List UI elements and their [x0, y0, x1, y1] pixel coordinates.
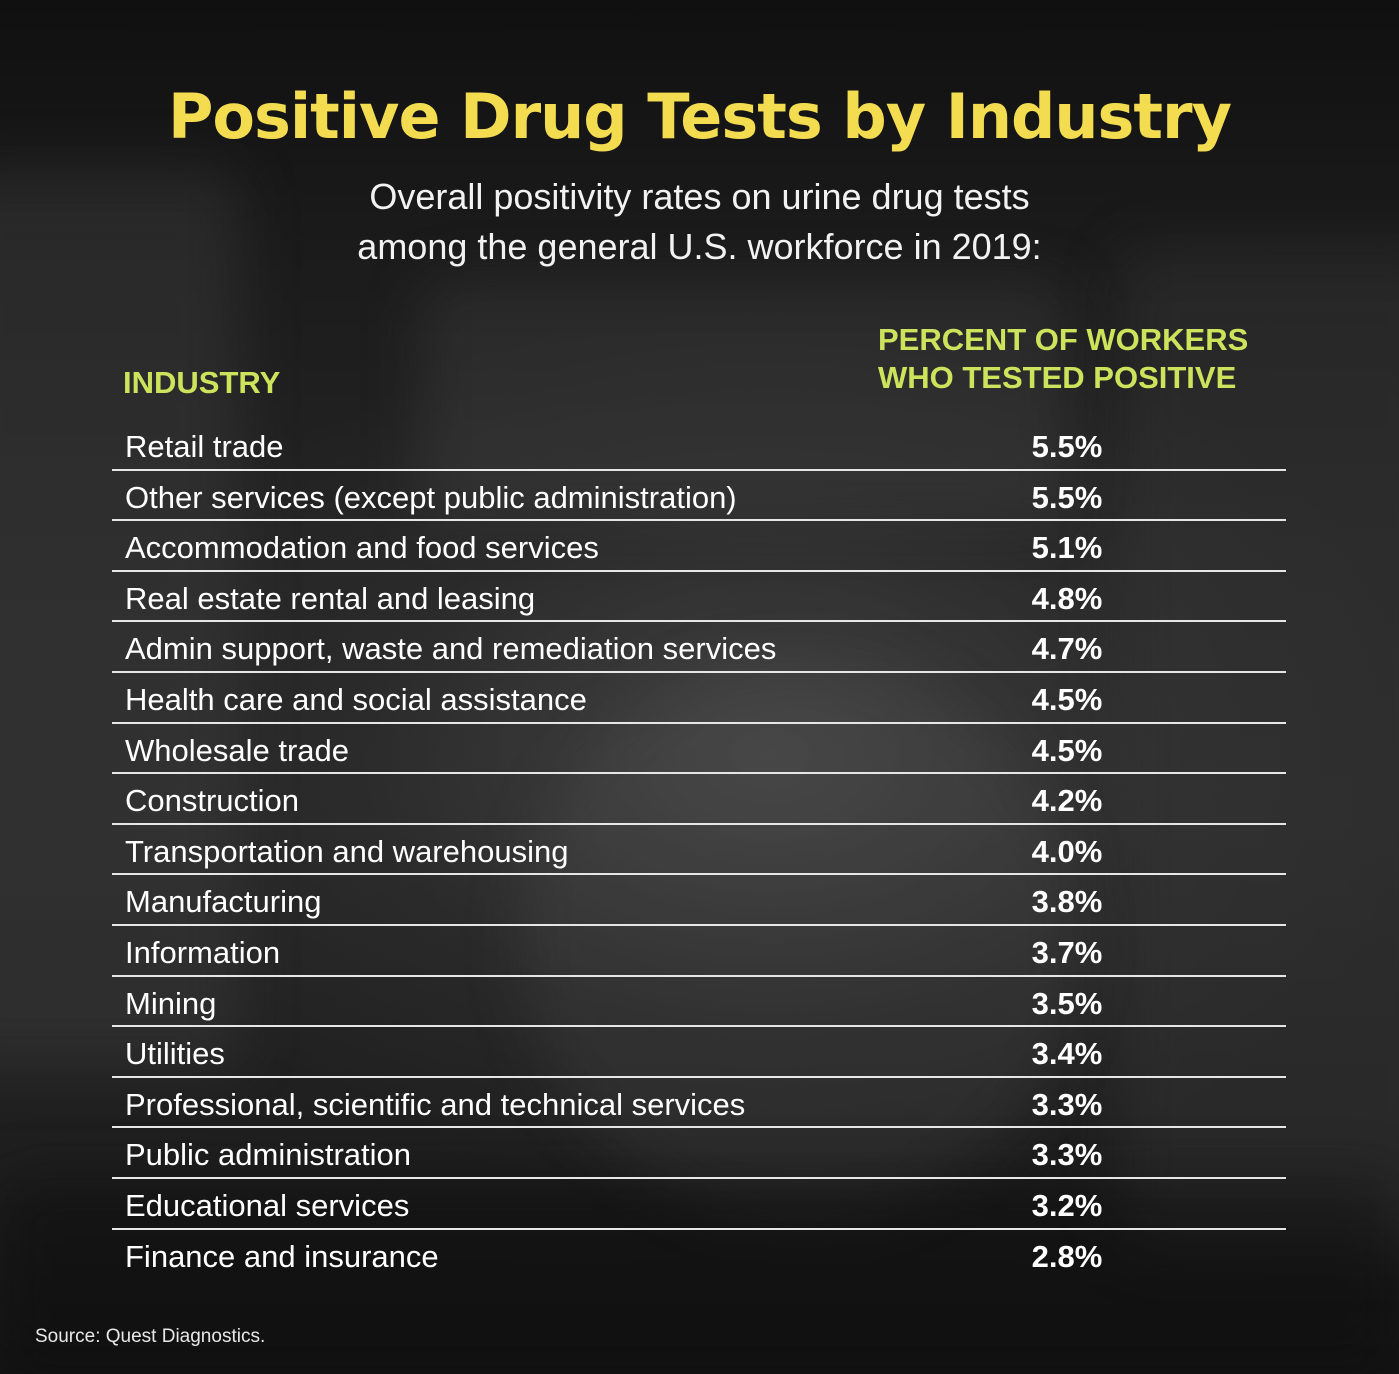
- industry-label: Public administration: [125, 1137, 412, 1173]
- background-blur-shape: [420, 280, 1070, 520]
- industry-label: Construction: [125, 783, 300, 819]
- table-row: Other services (except public administra…: [112, 471, 1286, 522]
- industry-label: Information: [125, 934, 281, 970]
- percent-value: 3.8%: [1031, 884, 1103, 920]
- table-row: Utilities 3.4%: [112, 1027, 1286, 1078]
- column-header-percent: PERCENT OF WORKERS WHO TESTED POSITIVE: [878, 321, 1258, 397]
- table-row: Professional, scientific and technical s…: [112, 1078, 1286, 1129]
- table-row: Admin support, waste and remediation ser…: [112, 622, 1286, 673]
- industry-label: Finance and insurance: [125, 1238, 439, 1274]
- table-row: Wholesale trade 4.5%: [112, 724, 1286, 775]
- industry-label: Professional, scientific and technical s…: [125, 1086, 746, 1122]
- percent-value: 4.8%: [1031, 580, 1103, 616]
- table-row: Real estate rental and leasing 4.8%: [112, 572, 1286, 623]
- industry-label: Mining: [125, 985, 217, 1021]
- table-row: Construction 4.2%: [112, 774, 1286, 825]
- percent-value: 3.3%: [1031, 1086, 1103, 1122]
- table-row: Retail trade 5.5%: [112, 420, 1286, 471]
- percent-value: 5.5%: [1031, 479, 1103, 515]
- percent-value: 3.3%: [1031, 1137, 1103, 1173]
- table-row: Manufacturing 3.8%: [112, 875, 1286, 926]
- industry-label: Accommodation and food services: [125, 530, 599, 566]
- chart-subtitle-line-2: among the general U.S. workforce in 2019…: [357, 226, 1042, 267]
- column-header-percent-line-2: WHO TESTED POSITIVE: [878, 360, 1237, 395]
- background-blur-shape: [0, 1180, 1399, 1374]
- industry-label: Transportation and warehousing: [125, 833, 569, 869]
- percent-value: 4.7%: [1031, 631, 1103, 667]
- table-row: Mining 3.5%: [112, 977, 1286, 1028]
- table-row: Accommodation and food services 5.1%: [112, 521, 1286, 572]
- industry-label: Real estate rental and leasing: [125, 580, 536, 616]
- percent-value: 5.1%: [1031, 530, 1103, 566]
- percent-value: 3.4%: [1031, 1036, 1103, 1072]
- table-row: Educational services 3.2%: [112, 1179, 1286, 1230]
- percent-value: 3.5%: [1031, 985, 1103, 1021]
- table-row: Information 3.7%: [112, 926, 1286, 977]
- industry-label: Manufacturing: [125, 884, 322, 920]
- table-row: Public administration 3.3%: [112, 1128, 1286, 1179]
- industry-label: Retail trade: [125, 429, 284, 464]
- chart-subtitle-line-1: Overall positivity rates on urine drug t…: [369, 176, 1030, 217]
- data-table: Retail trade 5.5% Other services (except p…: [112, 420, 1286, 1280]
- table-row: Finance and insurance 2.8%: [112, 1230, 1286, 1281]
- background-blur-shape: [0, 170, 240, 1070]
- column-header-percent-line-1: PERCENT OF WORKERS: [878, 322, 1249, 357]
- percent-value: 3.2%: [1031, 1187, 1103, 1223]
- percent-value: 4.5%: [1031, 681, 1103, 717]
- industry-label: Utilities: [125, 1036, 225, 1072]
- industry-label: Educational services: [125, 1187, 410, 1223]
- chart-title: Positive Drug Tests by Industry: [167, 80, 1232, 153]
- industry-label: Other services (except public administra…: [125, 479, 737, 515]
- table-row: Health care and social assistance 4.5%: [112, 673, 1286, 724]
- industry-label: Health care and social assistance: [125, 681, 587, 717]
- percent-value: 3.7%: [1031, 934, 1103, 970]
- industry-label: Wholesale trade: [125, 732, 350, 768]
- source-note: Source: Quest Diagnostics.: [35, 1326, 266, 1347]
- table-row: Transportation and warehousing 4.0%: [112, 825, 1286, 876]
- percent-value: 2.8%: [1031, 1238, 1103, 1274]
- percent-value: 4.2%: [1031, 783, 1103, 819]
- column-header-industry: INDUSTRY: [123, 365, 281, 400]
- percent-value: 4.5%: [1031, 732, 1103, 768]
- industry-label: Admin support, waste and remediation ser…: [125, 631, 777, 667]
- percent-value: 5.5%: [1031, 429, 1103, 464]
- percent-value: 4.0%: [1031, 833, 1103, 869]
- background-blur-shape: [1120, 250, 1399, 1250]
